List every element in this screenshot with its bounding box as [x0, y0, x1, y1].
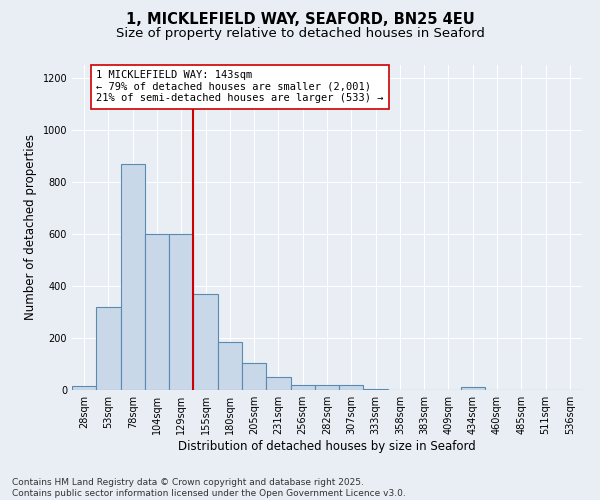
Bar: [315, 385, 339, 390]
Bar: [242, 362, 266, 390]
Bar: [96, 307, 121, 390]
Y-axis label: Number of detached properties: Number of detached properties: [24, 134, 37, 320]
Bar: [169, 234, 193, 390]
Bar: [339, 385, 364, 390]
Bar: [145, 234, 169, 390]
Bar: [193, 294, 218, 390]
Bar: [461, 388, 485, 390]
Text: 1 MICKLEFIELD WAY: 143sqm
← 79% of detached houses are smaller (2,001)
21% of se: 1 MICKLEFIELD WAY: 143sqm ← 79% of detac…: [96, 70, 384, 103]
X-axis label: Distribution of detached houses by size in Seaford: Distribution of detached houses by size …: [178, 440, 476, 453]
Text: 1, MICKLEFIELD WAY, SEAFORD, BN25 4EU: 1, MICKLEFIELD WAY, SEAFORD, BN25 4EU: [125, 12, 475, 28]
Bar: [364, 388, 388, 390]
Text: Size of property relative to detached houses in Seaford: Size of property relative to detached ho…: [116, 28, 484, 40]
Bar: [72, 386, 96, 390]
Bar: [218, 342, 242, 390]
Text: Contains HM Land Registry data © Crown copyright and database right 2025.
Contai: Contains HM Land Registry data © Crown c…: [12, 478, 406, 498]
Bar: [266, 377, 290, 390]
Bar: [121, 164, 145, 390]
Bar: [290, 385, 315, 390]
